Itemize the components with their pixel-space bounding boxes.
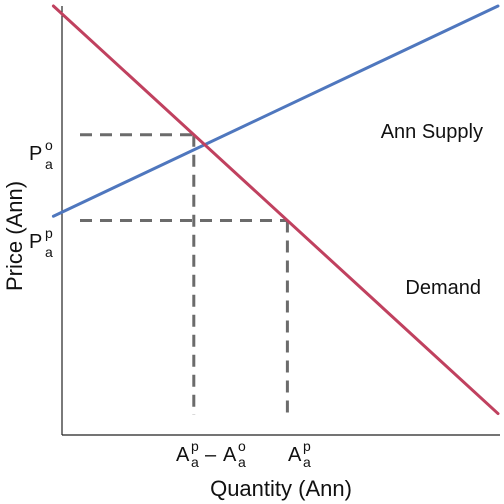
y-tick-label-pp: P p a	[29, 225, 53, 260]
y-axis-title: Price (Ann)	[2, 181, 27, 291]
svg-text:A: A	[288, 444, 302, 466]
svg-text:a: a	[45, 156, 53, 172]
svg-text:a: a	[238, 454, 246, 470]
series-label-demand: Demand	[405, 277, 481, 299]
series-lines	[51, 4, 500, 416]
x-tick-label-difference: A p a – A o a	[176, 438, 246, 470]
svg-text:p: p	[303, 438, 311, 454]
svg-text:a: a	[303, 454, 311, 470]
svg-text:o: o	[45, 137, 53, 153]
svg-text:p: p	[191, 438, 199, 454]
svg-text:o: o	[238, 438, 246, 454]
svg-text:a: a	[191, 454, 199, 470]
series-line-ann-supply	[51, 4, 500, 218]
svg-text:–: –	[205, 444, 217, 466]
svg-text:A: A	[176, 444, 190, 466]
x-axis-title: Quantity (Ann)	[210, 476, 352, 501]
svg-text:A: A	[223, 444, 237, 466]
svg-text:a: a	[45, 244, 53, 260]
x-tick-label-ap: A p a	[288, 438, 311, 470]
y-tick-label-po: P o a	[29, 137, 53, 172]
series-label-ann-supply: Ann Supply	[381, 121, 483, 143]
svg-text:P: P	[29, 231, 42, 253]
series-line-demand	[51, 4, 500, 416]
svg-text:p: p	[45, 225, 53, 241]
svg-text:P: P	[29, 143, 42, 165]
guide-lines	[80, 133, 289, 415]
